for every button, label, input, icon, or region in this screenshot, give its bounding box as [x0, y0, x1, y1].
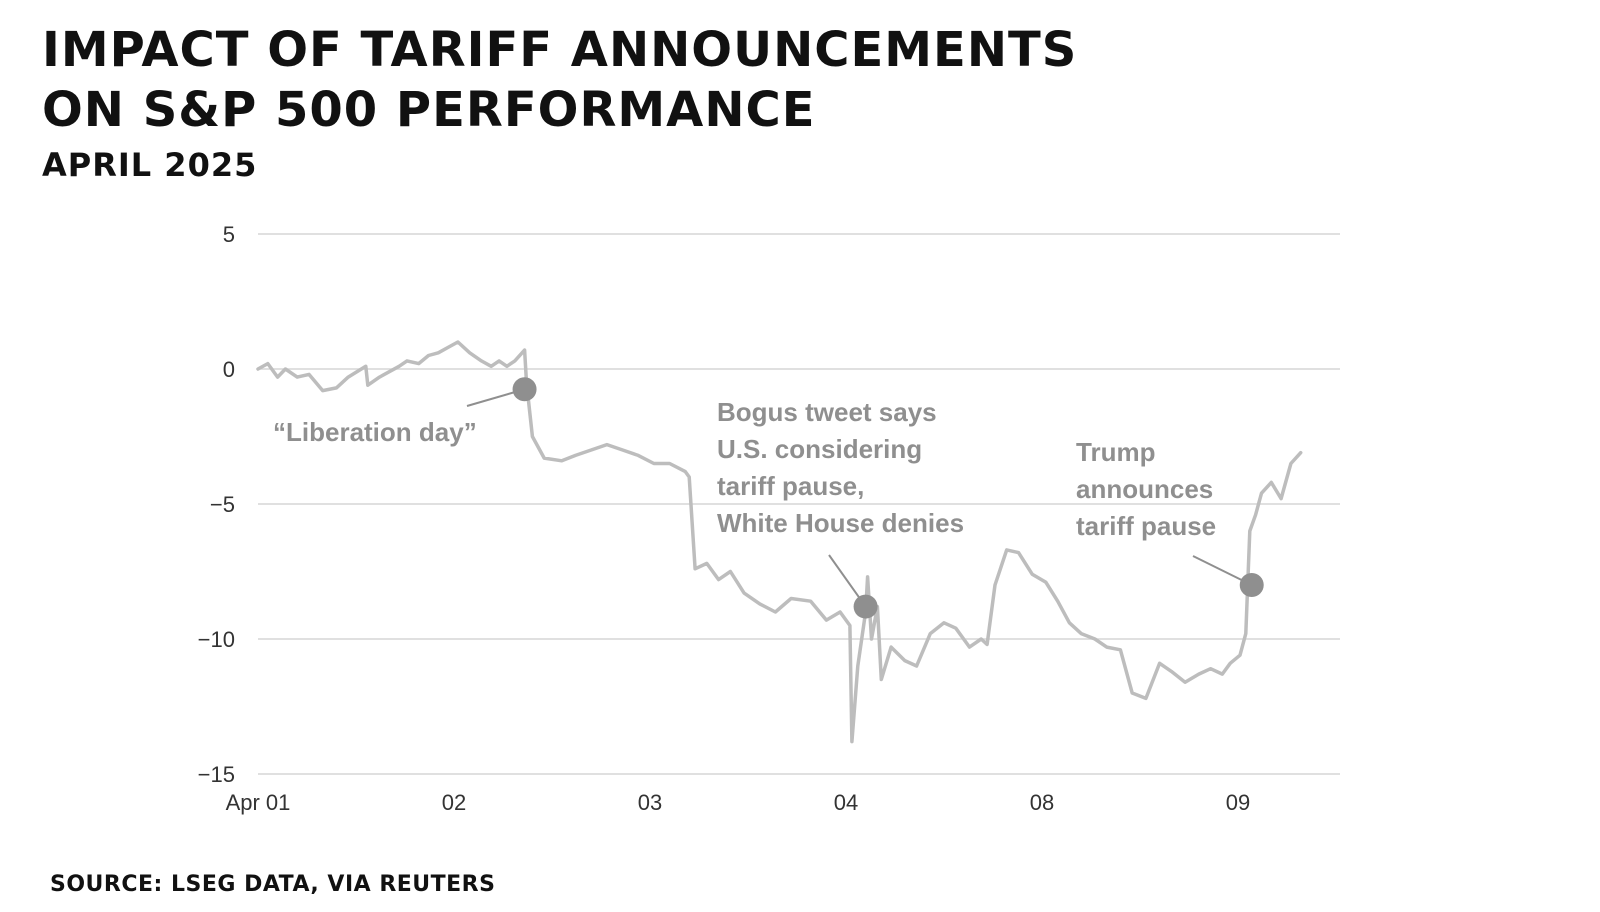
y-tick-label: −5 — [210, 492, 235, 517]
y-tick-label: 0 — [223, 357, 235, 382]
y-tick-label: −10 — [198, 627, 235, 652]
annotation-label: Trump — [1076, 437, 1155, 467]
annotation-label: tariff pause, — [717, 471, 864, 501]
annotation-label: “Liberation day” — [273, 417, 477, 447]
chart-title-line-2: ON S&P 500 PERFORMANCE — [42, 82, 816, 138]
x-tick-label: 03 — [638, 790, 662, 815]
series-line — [256, 340, 1303, 744]
annotation-label: White House denies — [717, 508, 964, 538]
annotation-marker — [853, 594, 878, 619]
title-block: IMPACT OF TARIFF ANNOUNCEMENTS ON S&P 50… — [42, 20, 1077, 184]
annotation-label: Bogus tweet says — [717, 397, 937, 427]
annotation-marker — [512, 377, 537, 402]
chart-title: IMPACT OF TARIFF ANNOUNCEMENTS ON S&P 50… — [42, 20, 1077, 140]
x-tick-label: Apr 01 — [226, 790, 291, 815]
x-tick-label: 09 — [1226, 790, 1250, 815]
y-tick-label: −15 — [198, 762, 235, 787]
annotation-label: tariff pause — [1076, 511, 1216, 541]
x-tick-label: 08 — [1030, 790, 1054, 815]
annotation-marker — [1239, 573, 1264, 597]
chart-title-line-1: IMPACT OF TARIFF ANNOUNCEMENTS — [42, 22, 1078, 78]
x-tick-label: 02 — [442, 790, 466, 815]
y-tick-label: 5 — [223, 222, 235, 247]
annotation-label: announces — [1076, 474, 1213, 504]
annotation-label: U.S. considering — [717, 434, 922, 464]
x-tick-label: 04 — [834, 790, 858, 815]
source-note: SOURCE: LSEG DATA, VIA REUTERS — [50, 872, 496, 897]
chart-subtitle: APRIL 2025 — [42, 146, 258, 184]
